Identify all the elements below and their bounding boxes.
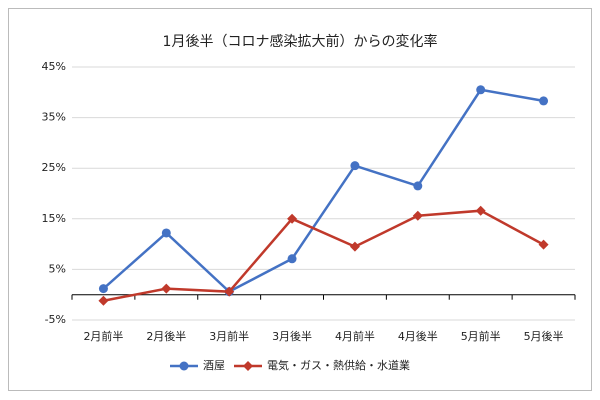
x-tick-label: 4月前半	[335, 329, 375, 343]
legend-label: 酒屋	[203, 359, 225, 372]
point	[161, 228, 171, 238]
x-tick-label: 3月後半	[272, 329, 312, 343]
y-tick-label: 5%	[49, 262, 66, 275]
point	[412, 210, 423, 221]
point	[224, 286, 235, 297]
x-tick-label: 3月前半	[209, 329, 249, 343]
point	[475, 205, 486, 216]
y-tick-label: 35%	[42, 111, 66, 124]
series-line	[102, 88, 544, 294]
series-line	[103, 209, 545, 302]
y-tick-label: 15%	[42, 212, 66, 225]
chart-title: 1月後半（コロナ感染拡大前）からの変化率	[163, 33, 438, 50]
point	[287, 254, 297, 264]
legend-label: 電気・ガス・熱供給・水道業	[267, 358, 410, 372]
point	[538, 239, 549, 250]
x-tick-label: 2月前半	[83, 329, 123, 343]
point	[161, 283, 172, 294]
point	[98, 284, 108, 294]
y-tick-label: 45%	[42, 60, 66, 73]
legend-marker	[243, 361, 253, 371]
point	[287, 213, 298, 224]
point	[349, 241, 360, 252]
point	[350, 161, 360, 171]
y-tick-label: 25%	[42, 161, 66, 174]
point	[476, 85, 486, 95]
x-tick-label: 4月後半	[398, 329, 438, 343]
chart-border	[8, 8, 592, 391]
x-tick-label: 2月後半	[146, 329, 186, 343]
x-tick-label: 5月後半	[524, 329, 564, 343]
y-tick-label: -5%	[45, 313, 66, 326]
x-tick-label: 5月前半	[461, 329, 501, 343]
point	[539, 96, 549, 106]
legend-marker	[179, 361, 189, 371]
point	[413, 181, 423, 191]
point	[98, 295, 109, 306]
